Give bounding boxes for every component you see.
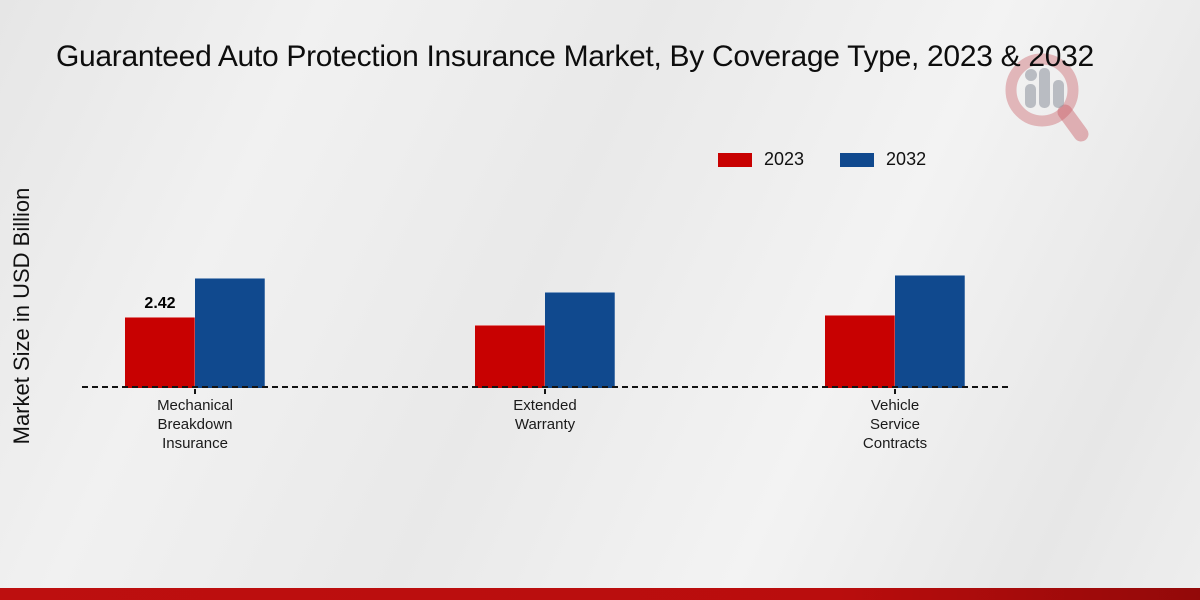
bar-value-label: 2.42 bbox=[144, 295, 176, 312]
x-axis-tick bbox=[544, 389, 546, 394]
legend-item-2032: 2032 bbox=[840, 149, 926, 170]
category-label: Vehicle Service Contracts bbox=[862, 397, 928, 452]
legend: 2023 2032 bbox=[718, 149, 926, 170]
watermark-magnifier-logo-icon bbox=[1005, 53, 1089, 142]
chart-title: Guaranteed Auto Protection Insurance Mar… bbox=[56, 40, 1094, 73]
footer-red-strip bbox=[0, 588, 1200, 600]
bar-2023-group3 bbox=[825, 315, 895, 388]
bar-2032-group1 bbox=[195, 278, 265, 388]
x-axis-tick bbox=[894, 389, 896, 394]
bar-2032-group2 bbox=[545, 292, 615, 388]
x-axis-baseline bbox=[82, 386, 1008, 388]
legend-item-2023: 2023 bbox=[718, 149, 804, 170]
bar-2023-group2 bbox=[475, 325, 545, 388]
bar-2032-group3 bbox=[895, 275, 965, 388]
bar-2023-group1 bbox=[125, 317, 195, 388]
legend-label-2023: 2023 bbox=[764, 149, 805, 169]
category-label: Extended Warranty bbox=[513, 397, 577, 433]
legend-label-2032: 2032 bbox=[886, 149, 927, 169]
legend-swatch-2023 bbox=[718, 152, 752, 167]
x-axis-tick bbox=[194, 389, 196, 394]
category-label: Mechanical Breakdown Insurance bbox=[157, 397, 233, 452]
legend-swatch-2032 bbox=[840, 152, 875, 167]
